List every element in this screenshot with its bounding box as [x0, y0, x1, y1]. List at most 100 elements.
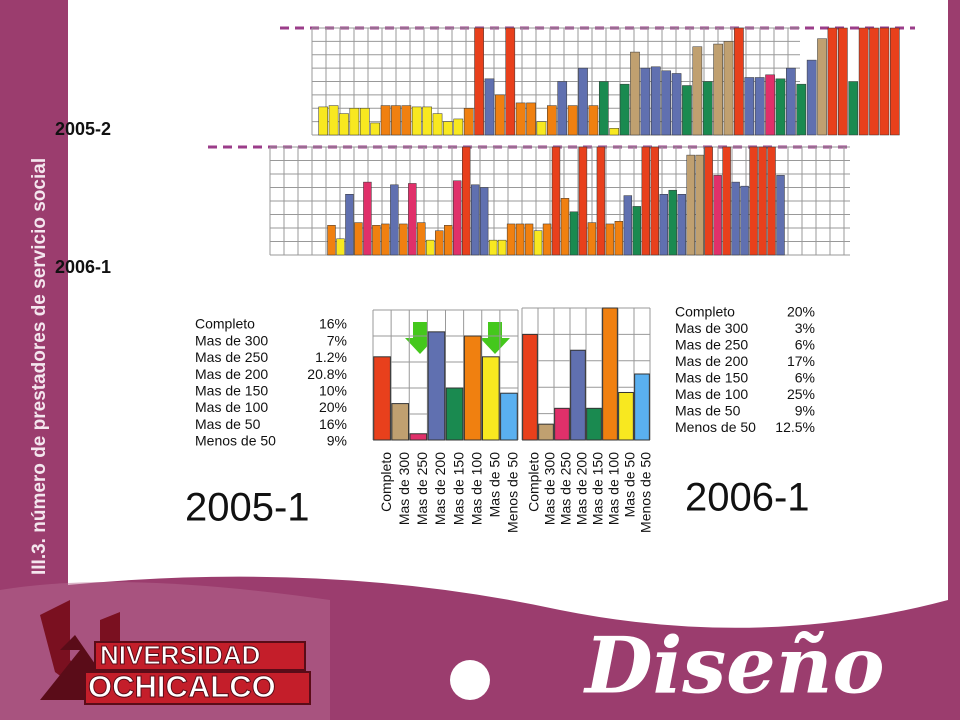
bar — [786, 67, 796, 136]
bar — [481, 356, 500, 441]
bar — [427, 331, 446, 441]
bar — [526, 102, 536, 136]
bar — [567, 105, 578, 136]
bar — [560, 198, 570, 256]
bar — [506, 223, 516, 256]
value-label: 7% — [327, 332, 347, 348]
bar — [373, 356, 391, 441]
value-label: 10% — [319, 383, 347, 399]
bar — [578, 67, 588, 136]
bar — [399, 223, 408, 256]
legend-label: Mas de 50 — [195, 416, 261, 432]
bar — [879, 27, 890, 136]
x-tick-label: Menos de 50 — [638, 452, 654, 533]
value-label: 12.5% — [775, 419, 815, 435]
bar — [650, 66, 661, 136]
bar — [588, 105, 599, 136]
bar — [453, 118, 464, 136]
bar — [445, 387, 464, 441]
bar — [630, 51, 640, 136]
bar — [318, 106, 329, 136]
bar — [614, 221, 624, 256]
x-tick-label: Mas de 250 — [558, 452, 574, 525]
logo: NIVERSIDAD OCHICALCO — [40, 600, 311, 705]
bar — [470, 184, 480, 256]
bar — [618, 391, 634, 441]
bar — [704, 146, 713, 256]
bar — [765, 74, 775, 136]
bar — [858, 27, 869, 136]
brand: Diseño — [583, 621, 885, 712]
x-tick-label: Mas de 150 — [450, 452, 466, 525]
legend-label: Mas de 300 — [195, 332, 268, 348]
bar — [767, 146, 776, 256]
x-tick-label: Mas de 200 — [574, 452, 590, 525]
legend-label: Mas de 200 — [675, 353, 748, 369]
value-label: 16% — [319, 416, 347, 432]
value-label: 6% — [795, 337, 815, 353]
legend-label: Mas de 50 — [675, 403, 741, 419]
x-tick-label: Mas de 150 — [590, 452, 606, 525]
bar — [744, 77, 755, 136]
bar — [661, 70, 671, 136]
bar — [557, 81, 568, 136]
bar — [463, 108, 474, 136]
bar — [345, 194, 354, 256]
bar — [443, 121, 453, 136]
legend-label: Mas de 300 — [675, 320, 748, 336]
value-label: 25% — [787, 386, 815, 402]
legend-label: Menos de 50 — [195, 433, 276, 449]
bar — [391, 105, 401, 136]
side-title: III.3. número de prestadores de servicio… — [29, 158, 50, 575]
bar — [336, 238, 345, 256]
bar — [838, 27, 848, 136]
x-tick-label: Mas de 100 — [468, 452, 484, 525]
x-tick-label: Menos de 50 — [505, 452, 521, 533]
bar — [328, 105, 339, 136]
chart-title: 2005-2 — [55, 119, 111, 139]
chart-title: 2005-1 — [185, 486, 310, 530]
value-label: 16% — [319, 316, 347, 332]
bar — [432, 113, 443, 136]
bar — [505, 27, 516, 136]
bar — [533, 230, 543, 256]
value-label: 20% — [787, 304, 815, 320]
bar — [370, 122, 380, 136]
legend-label: Mas de 150 — [675, 370, 748, 386]
logo-band — [84, 671, 311, 705]
bar — [695, 154, 704, 256]
bar — [488, 239, 498, 256]
bar — [587, 222, 597, 256]
x-tick-label: Mas de 50 — [487, 452, 503, 518]
bar — [578, 146, 588, 256]
bar — [869, 27, 879, 136]
x-tick-label: Mas de 300 — [396, 452, 412, 525]
bar — [422, 106, 432, 136]
value-label: 20% — [319, 399, 347, 415]
bar — [359, 108, 370, 136]
bar — [713, 175, 722, 256]
logo-band — [94, 641, 306, 671]
value-label: 1.2% — [315, 349, 347, 365]
bar — [827, 27, 838, 136]
bar — [409, 433, 428, 441]
bar — [381, 223, 390, 256]
bar — [515, 223, 525, 256]
bar — [547, 105, 557, 136]
bar — [538, 423, 554, 441]
bar — [570, 349, 586, 441]
bar — [586, 407, 602, 441]
bar — [596, 146, 606, 256]
bar — [453, 180, 462, 256]
bar — [363, 181, 372, 256]
bar — [524, 223, 534, 256]
bar — [634, 373, 650, 441]
bar — [692, 46, 703, 136]
legend-label: Completo — [195, 316, 255, 332]
bar — [474, 27, 484, 136]
legend-label: Mas de 100 — [675, 386, 748, 402]
bar — [551, 146, 561, 256]
legend-label: Mas de 250 — [675, 337, 748, 353]
bar — [602, 307, 618, 441]
